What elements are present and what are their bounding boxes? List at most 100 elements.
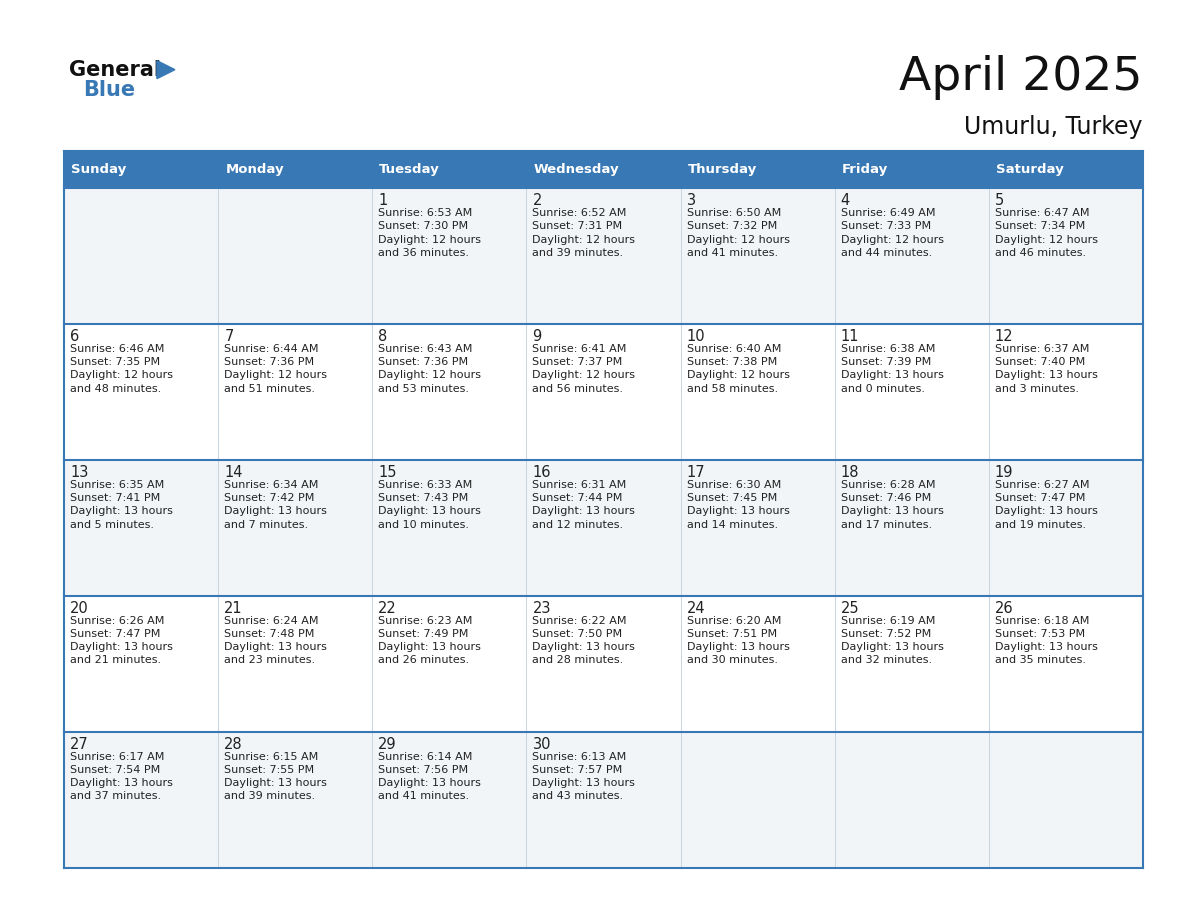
Text: Sunrise: 6:44 AM
Sunset: 7:36 PM
Daylight: 12 hours
and 51 minutes.: Sunrise: 6:44 AM Sunset: 7:36 PM Dayligh… xyxy=(225,344,327,394)
Text: Saturday: Saturday xyxy=(996,163,1063,176)
Bar xyxy=(219,732,372,868)
Text: Umurlu, Turkey: Umurlu, Turkey xyxy=(965,115,1143,139)
Bar xyxy=(835,596,988,732)
Text: Sunrise: 6:31 AM
Sunset: 7:44 PM
Daylight: 13 hours
and 12 minutes.: Sunrise: 6:31 AM Sunset: 7:44 PM Dayligh… xyxy=(532,480,636,530)
Text: Monday: Monday xyxy=(226,163,284,176)
Bar xyxy=(526,151,681,188)
Text: Sunrise: 6:15 AM
Sunset: 7:55 PM
Daylight: 13 hours
and 39 minutes.: Sunrise: 6:15 AM Sunset: 7:55 PM Dayligh… xyxy=(225,752,327,801)
Text: 10: 10 xyxy=(687,329,706,344)
Text: 18: 18 xyxy=(841,465,859,480)
Text: Tuesday: Tuesday xyxy=(379,163,440,176)
Text: Sunrise: 6:13 AM
Sunset: 7:57 PM
Daylight: 13 hours
and 43 minutes.: Sunrise: 6:13 AM Sunset: 7:57 PM Dayligh… xyxy=(532,752,636,801)
Text: Sunrise: 6:34 AM
Sunset: 7:42 PM
Daylight: 13 hours
and 7 minutes.: Sunrise: 6:34 AM Sunset: 7:42 PM Dayligh… xyxy=(225,480,327,530)
Bar xyxy=(64,596,219,732)
Bar xyxy=(372,460,526,596)
Text: General: General xyxy=(69,60,160,80)
Text: Sunrise: 6:41 AM
Sunset: 7:37 PM
Daylight: 12 hours
and 56 minutes.: Sunrise: 6:41 AM Sunset: 7:37 PM Dayligh… xyxy=(532,344,636,394)
Text: 11: 11 xyxy=(841,329,859,344)
Bar xyxy=(526,460,681,596)
Bar xyxy=(835,732,988,868)
Text: Sunrise: 6:19 AM
Sunset: 7:52 PM
Daylight: 13 hours
and 32 minutes.: Sunrise: 6:19 AM Sunset: 7:52 PM Dayligh… xyxy=(841,616,943,666)
Text: 26: 26 xyxy=(994,600,1013,616)
Text: 7: 7 xyxy=(225,329,234,344)
Text: 3: 3 xyxy=(687,193,696,208)
Bar xyxy=(681,732,835,868)
Text: Sunrise: 6:49 AM
Sunset: 7:33 PM
Daylight: 12 hours
and 44 minutes.: Sunrise: 6:49 AM Sunset: 7:33 PM Dayligh… xyxy=(841,208,943,258)
Text: Sunrise: 6:23 AM
Sunset: 7:49 PM
Daylight: 13 hours
and 26 minutes.: Sunrise: 6:23 AM Sunset: 7:49 PM Dayligh… xyxy=(378,616,481,666)
Bar xyxy=(988,151,1143,188)
Text: Sunrise: 6:43 AM
Sunset: 7:36 PM
Daylight: 12 hours
and 53 minutes.: Sunrise: 6:43 AM Sunset: 7:36 PM Dayligh… xyxy=(378,344,481,394)
Text: Sunrise: 6:30 AM
Sunset: 7:45 PM
Daylight: 13 hours
and 14 minutes.: Sunrise: 6:30 AM Sunset: 7:45 PM Dayligh… xyxy=(687,480,790,530)
Bar xyxy=(681,188,835,324)
Bar xyxy=(988,188,1143,324)
Text: 14: 14 xyxy=(225,465,242,480)
Text: 8: 8 xyxy=(378,329,387,344)
Text: Sunrise: 6:38 AM
Sunset: 7:39 PM
Daylight: 13 hours
and 0 minutes.: Sunrise: 6:38 AM Sunset: 7:39 PM Dayligh… xyxy=(841,344,943,394)
Text: 15: 15 xyxy=(378,465,397,480)
Text: Sunrise: 6:37 AM
Sunset: 7:40 PM
Daylight: 13 hours
and 3 minutes.: Sunrise: 6:37 AM Sunset: 7:40 PM Dayligh… xyxy=(994,344,1098,394)
Text: 5: 5 xyxy=(994,193,1004,208)
Bar xyxy=(64,460,219,596)
Text: Sunrise: 6:50 AM
Sunset: 7:32 PM
Daylight: 12 hours
and 41 minutes.: Sunrise: 6:50 AM Sunset: 7:32 PM Dayligh… xyxy=(687,208,790,258)
Text: 28: 28 xyxy=(225,736,242,752)
Text: 1: 1 xyxy=(378,193,387,208)
Bar xyxy=(372,732,526,868)
Text: 22: 22 xyxy=(378,600,397,616)
Text: 13: 13 xyxy=(70,465,89,480)
Bar xyxy=(219,151,372,188)
Text: Sunrise: 6:24 AM
Sunset: 7:48 PM
Daylight: 13 hours
and 23 minutes.: Sunrise: 6:24 AM Sunset: 7:48 PM Dayligh… xyxy=(225,616,327,666)
Text: 25: 25 xyxy=(841,600,859,616)
Bar xyxy=(372,596,526,732)
Text: Sunrise: 6:28 AM
Sunset: 7:46 PM
Daylight: 13 hours
and 17 minutes.: Sunrise: 6:28 AM Sunset: 7:46 PM Dayligh… xyxy=(841,480,943,530)
Text: Sunrise: 6:33 AM
Sunset: 7:43 PM
Daylight: 13 hours
and 10 minutes.: Sunrise: 6:33 AM Sunset: 7:43 PM Dayligh… xyxy=(378,480,481,530)
Bar xyxy=(372,188,526,324)
Text: Wednesday: Wednesday xyxy=(533,163,619,176)
Text: Sunrise: 6:22 AM
Sunset: 7:50 PM
Daylight: 13 hours
and 28 minutes.: Sunrise: 6:22 AM Sunset: 7:50 PM Dayligh… xyxy=(532,616,636,666)
Text: 4: 4 xyxy=(841,193,849,208)
Bar xyxy=(988,596,1143,732)
Bar xyxy=(526,188,681,324)
Bar xyxy=(681,460,835,596)
Text: April 2025: April 2025 xyxy=(899,55,1143,100)
Bar xyxy=(219,596,372,732)
Text: 20: 20 xyxy=(70,600,89,616)
Text: Sunrise: 6:35 AM
Sunset: 7:41 PM
Daylight: 13 hours
and 5 minutes.: Sunrise: 6:35 AM Sunset: 7:41 PM Dayligh… xyxy=(70,480,173,530)
Bar xyxy=(219,460,372,596)
Text: 24: 24 xyxy=(687,600,706,616)
Text: 21: 21 xyxy=(225,600,242,616)
Bar xyxy=(681,596,835,732)
Bar xyxy=(681,151,835,188)
Text: Sunrise: 6:26 AM
Sunset: 7:47 PM
Daylight: 13 hours
and 21 minutes.: Sunrise: 6:26 AM Sunset: 7:47 PM Dayligh… xyxy=(70,616,173,666)
Bar xyxy=(64,324,219,460)
Bar xyxy=(835,151,988,188)
Bar xyxy=(988,732,1143,868)
Bar xyxy=(835,460,988,596)
Text: 12: 12 xyxy=(994,329,1013,344)
Bar xyxy=(988,324,1143,460)
Bar xyxy=(988,460,1143,596)
Bar xyxy=(372,151,526,188)
Text: Sunrise: 6:52 AM
Sunset: 7:31 PM
Daylight: 12 hours
and 39 minutes.: Sunrise: 6:52 AM Sunset: 7:31 PM Dayligh… xyxy=(532,208,636,258)
Text: 23: 23 xyxy=(532,600,551,616)
Text: Sunrise: 6:20 AM
Sunset: 7:51 PM
Daylight: 13 hours
and 30 minutes.: Sunrise: 6:20 AM Sunset: 7:51 PM Dayligh… xyxy=(687,616,790,666)
Text: Sunrise: 6:47 AM
Sunset: 7:34 PM
Daylight: 12 hours
and 46 minutes.: Sunrise: 6:47 AM Sunset: 7:34 PM Dayligh… xyxy=(994,208,1098,258)
Text: 17: 17 xyxy=(687,465,706,480)
Polygon shape xyxy=(157,61,175,79)
Text: Sunrise: 6:18 AM
Sunset: 7:53 PM
Daylight: 13 hours
and 35 minutes.: Sunrise: 6:18 AM Sunset: 7:53 PM Dayligh… xyxy=(994,616,1098,666)
Bar xyxy=(219,324,372,460)
Text: Sunrise: 6:40 AM
Sunset: 7:38 PM
Daylight: 12 hours
and 58 minutes.: Sunrise: 6:40 AM Sunset: 7:38 PM Dayligh… xyxy=(687,344,790,394)
Text: 2: 2 xyxy=(532,193,542,208)
Text: 30: 30 xyxy=(532,736,551,752)
Text: 6: 6 xyxy=(70,329,80,344)
Bar xyxy=(64,188,219,324)
Text: Sunrise: 6:53 AM
Sunset: 7:30 PM
Daylight: 12 hours
and 36 minutes.: Sunrise: 6:53 AM Sunset: 7:30 PM Dayligh… xyxy=(378,208,481,258)
Bar xyxy=(219,188,372,324)
Bar xyxy=(372,324,526,460)
Bar xyxy=(835,324,988,460)
Text: Thursday: Thursday xyxy=(688,163,757,176)
Bar xyxy=(526,324,681,460)
Bar xyxy=(681,324,835,460)
Text: Sunrise: 6:17 AM
Sunset: 7:54 PM
Daylight: 13 hours
and 37 minutes.: Sunrise: 6:17 AM Sunset: 7:54 PM Dayligh… xyxy=(70,752,173,801)
Text: Sunrise: 6:46 AM
Sunset: 7:35 PM
Daylight: 12 hours
and 48 minutes.: Sunrise: 6:46 AM Sunset: 7:35 PM Dayligh… xyxy=(70,344,173,394)
Text: 9: 9 xyxy=(532,329,542,344)
